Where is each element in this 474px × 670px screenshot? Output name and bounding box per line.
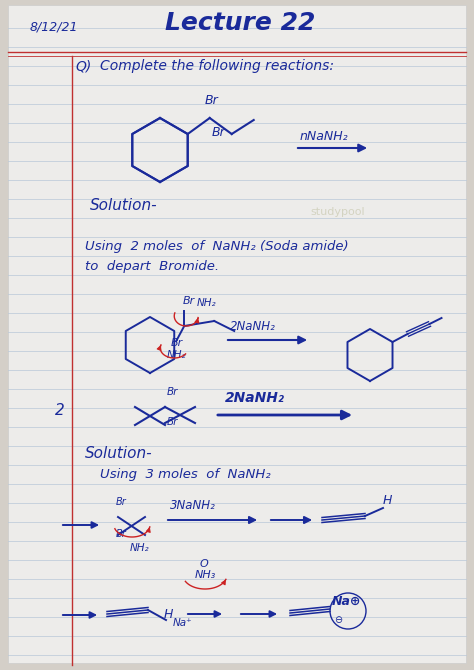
Text: Br: Br xyxy=(116,529,127,539)
Text: Na⁺: Na⁺ xyxy=(173,618,192,628)
Text: Complete the following reactions:: Complete the following reactions: xyxy=(100,59,334,73)
Text: 3NaNH₂: 3NaNH₂ xyxy=(170,499,216,512)
Text: Br: Br xyxy=(167,387,178,397)
Text: Br: Br xyxy=(170,338,182,348)
Text: Na⊕: Na⊕ xyxy=(332,595,361,608)
Text: Using  2 moles  of  NaNH₂ (Soda amide): Using 2 moles of NaNH₂ (Soda amide) xyxy=(85,240,348,253)
Text: Solution-: Solution- xyxy=(90,198,158,213)
Text: NH₂: NH₂ xyxy=(166,350,186,360)
Text: Br: Br xyxy=(205,94,219,107)
Text: ⊖: ⊖ xyxy=(334,615,342,625)
Text: studypool: studypool xyxy=(310,207,365,217)
Text: Br: Br xyxy=(212,126,226,139)
Text: H: H xyxy=(383,494,392,507)
Text: 8/12/21: 8/12/21 xyxy=(30,20,79,33)
FancyBboxPatch shape xyxy=(8,5,466,663)
Text: Br: Br xyxy=(167,417,178,427)
Text: O: O xyxy=(200,559,209,569)
Text: NH₂: NH₂ xyxy=(130,543,150,553)
Text: to  depart  Bromide.: to depart Bromide. xyxy=(85,260,219,273)
Text: H: H xyxy=(164,608,173,621)
Text: 2: 2 xyxy=(55,403,65,418)
Text: 2NaNH₂: 2NaNH₂ xyxy=(230,320,276,333)
Text: nNaNH₂: nNaNH₂ xyxy=(300,130,348,143)
Text: NH₂: NH₂ xyxy=(196,298,216,308)
Text: Br: Br xyxy=(182,296,194,306)
Text: 2NaNH₂: 2NaNH₂ xyxy=(225,391,285,405)
Text: Lecture 22: Lecture 22 xyxy=(165,11,315,35)
Text: Q): Q) xyxy=(75,59,91,73)
Text: Solution-: Solution- xyxy=(85,446,153,461)
Text: Using  3 moles  of  NaNH₂: Using 3 moles of NaNH₂ xyxy=(100,468,271,481)
Text: NH₃: NH₃ xyxy=(195,570,216,580)
Text: Br: Br xyxy=(116,497,127,507)
